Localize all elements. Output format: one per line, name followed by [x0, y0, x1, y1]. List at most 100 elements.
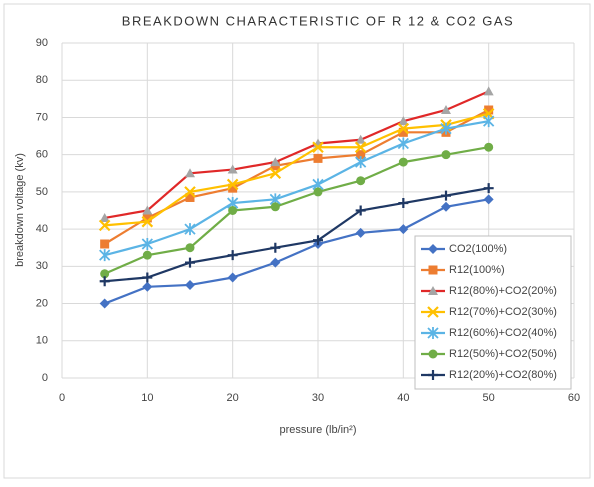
x-axis-label: pressure (lb/in²) — [279, 424, 356, 436]
x-tick-label: 50 — [483, 392, 495, 404]
marker — [441, 201, 451, 212]
marker — [100, 239, 110, 249]
marker — [441, 150, 451, 160]
marker — [483, 86, 494, 96]
marker — [142, 205, 153, 215]
marker — [227, 250, 238, 261]
legend-marker — [428, 370, 438, 380]
y-tick-label: 10 — [36, 335, 48, 347]
y-tick-label: 20 — [36, 297, 48, 309]
marker — [99, 298, 110, 309]
x-tick-label: 20 — [227, 392, 239, 404]
marker — [356, 176, 366, 186]
marker — [141, 215, 154, 228]
marker — [313, 235, 323, 246]
chart-title: BREAKDOWN CHARACTERISTIC OF R 12 & CO2 G… — [122, 13, 514, 28]
series-line — [104, 198, 489, 305]
y-tick-label: 60 — [36, 149, 48, 161]
marker — [397, 137, 409, 150]
series-line — [104, 146, 489, 275]
marker — [270, 257, 281, 268]
marker — [428, 244, 438, 254]
marker — [184, 186, 196, 198]
legend-label: R12(100%) — [449, 264, 505, 276]
series-line — [104, 90, 490, 220]
marker — [270, 242, 281, 253]
marker — [354, 141, 367, 153]
legend-label: R12(80%)+CO2(20%) — [449, 285, 557, 297]
marker — [312, 141, 324, 153]
legend-label: CO2(100%) — [449, 243, 507, 255]
marker — [269, 167, 282, 180]
marker — [185, 243, 195, 253]
x-tick-label: 0 — [59, 392, 65, 404]
marker — [355, 134, 366, 144]
marker — [483, 194, 494, 205]
marker — [228, 183, 238, 193]
legend-label: R12(70%)+CO2(30%) — [449, 306, 557, 318]
marker — [428, 370, 438, 380]
marker — [185, 257, 195, 268]
marker — [397, 122, 410, 135]
marker — [484, 142, 494, 152]
marker — [398, 224, 409, 235]
y-axis-label: breakdown voltage (kv) — [14, 153, 26, 267]
x-tick-label: 30 — [312, 392, 324, 404]
marker — [483, 183, 494, 194]
legend-marker — [428, 265, 438, 275]
marker — [142, 250, 152, 260]
x-tick-label: 60 — [568, 392, 580, 404]
marker — [184, 223, 196, 236]
marker — [99, 212, 110, 222]
marker — [99, 276, 110, 287]
marker — [428, 286, 438, 295]
marker — [398, 198, 409, 209]
legend-marker — [427, 306, 439, 318]
marker — [427, 306, 439, 318]
marker — [99, 249, 111, 262]
y-tick-label: 50 — [36, 186, 48, 198]
marker — [226, 178, 239, 191]
legend-marker — [428, 349, 438, 359]
marker — [142, 272, 153, 283]
marker — [185, 168, 195, 178]
marker — [313, 153, 323, 163]
marker — [441, 190, 451, 201]
legend-label: R12(20%)+CO2(80%) — [449, 369, 557, 381]
marker — [100, 269, 110, 279]
marker — [142, 281, 153, 292]
y-tick-label: 70 — [36, 111, 48, 123]
marker — [98, 219, 111, 232]
marker — [355, 156, 367, 169]
marker — [185, 192, 195, 202]
marker — [228, 206, 238, 215]
marker — [313, 187, 323, 197]
series-line — [104, 112, 489, 227]
legend-label: R12(60%)+CO2(40%) — [449, 327, 557, 339]
marker — [270, 202, 280, 212]
marker — [185, 279, 195, 290]
marker — [227, 164, 238, 174]
marker — [355, 205, 366, 216]
marker — [398, 157, 408, 167]
y-tick-label: 30 — [36, 260, 48, 272]
marker — [440, 122, 452, 135]
y-tick-label: 90 — [36, 37, 48, 49]
legend-marker — [427, 327, 439, 339]
marker — [428, 349, 438, 359]
series-line — [104, 187, 489, 283]
x-tick-label: 10 — [141, 392, 153, 404]
marker — [428, 265, 438, 275]
legend-label: R12(50%)+CO2(50%) — [449, 348, 557, 360]
series-line — [104, 120, 489, 257]
legend-marker — [428, 244, 438, 254]
y-tick-label: 80 — [36, 74, 48, 86]
marker — [441, 105, 451, 114]
marker — [141, 238, 153, 250]
marker — [355, 227, 366, 238]
legend-marker — [428, 286, 438, 295]
marker — [227, 272, 238, 283]
marker — [484, 105, 494, 115]
marker — [356, 150, 366, 160]
